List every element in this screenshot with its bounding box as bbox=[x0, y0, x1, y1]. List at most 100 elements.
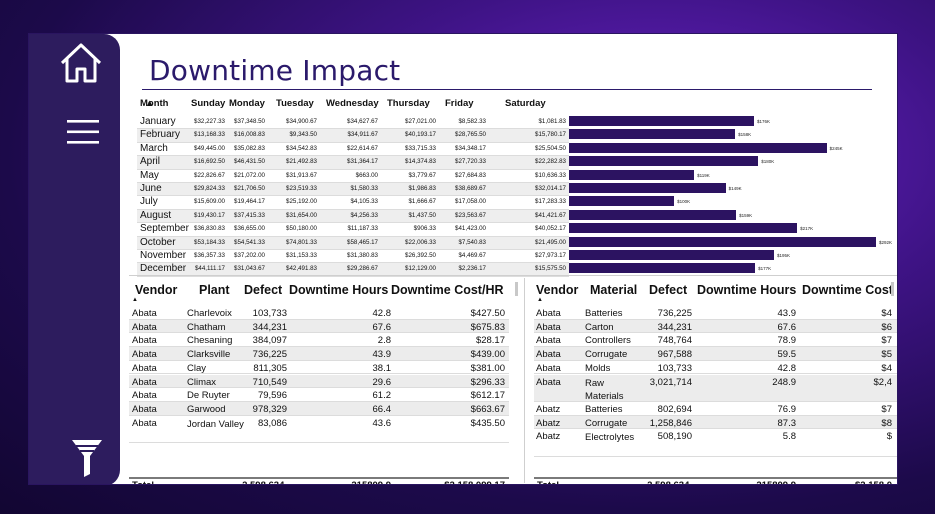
bar-february[interactable] bbox=[569, 129, 736, 140]
bar-september[interactable] bbox=[569, 223, 798, 234]
table-cell: Abatz bbox=[536, 403, 561, 415]
matrix-cell: $36,655.00 bbox=[234, 225, 265, 233]
matrix-cell: $32,227.33 bbox=[194, 118, 225, 125]
table-cell: Controllers bbox=[585, 335, 631, 347]
table-cell: $675.83 bbox=[470, 321, 505, 333]
matrix-cell: $19,430.17 bbox=[194, 211, 225, 219]
column-header-downtime-cost[interactable]: Downtime Cost bbox=[802, 283, 893, 297]
month-label[interactable]: May bbox=[140, 169, 159, 181]
matrix-cell: $13,168.33 bbox=[194, 131, 225, 139]
matrix-cell: $7,540.83 bbox=[458, 238, 486, 246]
column-header-saturday[interactable]: Saturday bbox=[505, 98, 546, 109]
table-cell: $5 bbox=[881, 349, 892, 361]
column-header-vendor[interactable]: Vendor bbox=[135, 283, 178, 297]
table-cell: Charlevoix bbox=[187, 308, 232, 319]
table-cell: $381.00 bbox=[470, 362, 505, 374]
table-cell: 811,305 bbox=[253, 362, 287, 374]
home-icon[interactable] bbox=[58, 41, 104, 85]
bar-march[interactable] bbox=[569, 142, 827, 153]
column-header-defect[interactable]: Defect bbox=[244, 283, 283, 297]
bar-august[interactable] bbox=[569, 209, 737, 220]
vertical-scrollbar[interactable] bbox=[515, 282, 518, 296]
column-header-downtime-cost-hr[interactable]: Downtime Cost/HR bbox=[391, 283, 504, 297]
tables-divider bbox=[524, 278, 525, 483]
month-label[interactable]: August bbox=[140, 209, 172, 221]
bar-january[interactable] bbox=[569, 116, 755, 126]
month-label[interactable]: July bbox=[140, 196, 158, 208]
column-header-material[interactable]: Material bbox=[590, 283, 638, 297]
table-cell: 1,258,846 bbox=[649, 417, 692, 429]
filter-icon[interactable] bbox=[71, 439, 103, 477]
table-cell: $427.50 bbox=[470, 308, 505, 319]
matrix-cell: $16,008.83 bbox=[234, 131, 265, 139]
matrix-cell: $2,236.17 bbox=[458, 265, 486, 273]
column-header-downtime-hours[interactable]: Downtime Hours bbox=[289, 283, 389, 297]
monthly-total-bars: $176K $158K $245K $180K $119K $149K $100K $159K… bbox=[569, 114, 897, 304]
bar-june[interactable] bbox=[569, 183, 726, 193]
bar-july[interactable] bbox=[569, 196, 675, 207]
matrix-row: October $53,184.33 $54,541.33 $74,801.33 $58… bbox=[137, 236, 569, 250]
month-label[interactable]: December bbox=[140, 263, 187, 275]
bar-december[interactable] bbox=[569, 263, 756, 274]
matrix-cell: $17,058.00 bbox=[455, 198, 486, 206]
month-label[interactable]: November bbox=[140, 249, 187, 261]
sidebar bbox=[29, 34, 120, 484]
total-label: Total bbox=[132, 480, 154, 484]
bar-april[interactable] bbox=[569, 156, 759, 167]
total-divider bbox=[534, 477, 897, 479]
matrix-cell: $36,357.33 bbox=[194, 251, 225, 259]
month-label[interactable]: September bbox=[140, 223, 189, 235]
column-header-plant[interactable]: Plant bbox=[199, 283, 230, 297]
sort-ascending-icon: ▲ bbox=[132, 297, 138, 303]
month-label[interactable]: October bbox=[140, 236, 176, 248]
month-label[interactable]: April bbox=[140, 156, 161, 168]
bar-october[interactable] bbox=[569, 236, 876, 247]
table-cell: $663.67 bbox=[470, 403, 505, 415]
matrix-cell: $50,180.00 bbox=[286, 225, 317, 233]
table-row: Abata Corrugate 967,588 59.5 $5 bbox=[534, 347, 897, 361]
month-label[interactable]: March bbox=[140, 142, 168, 154]
table-cell: Abata bbox=[132, 308, 157, 319]
bar-data-label: $177K bbox=[758, 266, 772, 272]
matrix-cell: $37,415.33 bbox=[234, 211, 265, 219]
table-cell: Molds bbox=[585, 362, 611, 374]
hamburger-menu-icon[interactable] bbox=[67, 119, 99, 145]
vertical-scrollbar[interactable] bbox=[891, 282, 894, 296]
column-header-month[interactable]: Month bbox=[140, 98, 169, 109]
table-cell: 59.5 bbox=[777, 349, 797, 361]
column-header-vendor[interactable]: Vendor bbox=[536, 283, 579, 297]
bar-november[interactable] bbox=[569, 250, 775, 260]
column-header-thursday[interactable]: Thursday bbox=[387, 98, 430, 109]
table-cell: Abata bbox=[536, 362, 561, 374]
matrix-cell: $27,720.33 bbox=[455, 158, 486, 166]
month-label[interactable]: February bbox=[140, 129, 181, 141]
column-header-defect[interactable]: Defect bbox=[649, 283, 688, 297]
table-row: Abata Raw Materials 3,021,714 248.9 $2,4 bbox=[534, 374, 897, 402]
table-row: Abata Jordan Valley 83,086 43.6 $435.50 bbox=[129, 416, 509, 443]
matrix-cell: $4,105.33 bbox=[350, 198, 378, 206]
column-header-monday[interactable]: Monday bbox=[229, 98, 265, 109]
matrix-cell: $40,193.17 bbox=[405, 131, 436, 139]
vendor-plant-table: Vendor Plant Defect Downtime Hours Downtime … bbox=[129, 283, 509, 484]
table-cell: 42.8 bbox=[372, 308, 392, 319]
table-cell: 83,086 bbox=[257, 417, 287, 429]
table-cell: $4 bbox=[881, 362, 892, 374]
column-header-friday[interactable]: Friday bbox=[445, 98, 474, 109]
matrix-cell: $21,495.00 bbox=[535, 238, 566, 246]
column-header-tuesday[interactable]: Tuesday bbox=[276, 98, 314, 109]
column-header-wednesday[interactable]: Wednesday bbox=[326, 98, 379, 109]
bar-may[interactable] bbox=[569, 169, 695, 180]
matrix-cell: $15,780.17 bbox=[535, 131, 566, 139]
table-cell: Abata bbox=[132, 390, 157, 402]
table-cell: 103,733 bbox=[657, 362, 692, 374]
matrix-cell: $33,715.33 bbox=[405, 144, 436, 152]
column-header-sunday[interactable]: Sunday bbox=[191, 98, 226, 109]
month-label[interactable]: January bbox=[140, 116, 176, 127]
table-cell: Abata bbox=[536, 335, 561, 347]
month-label[interactable]: June bbox=[140, 182, 162, 194]
table-cell: 344,231 bbox=[657, 321, 692, 333]
column-header-downtime-hours[interactable]: Downtime Hours bbox=[697, 283, 797, 297]
vendor-material-table: Vendor Material Defect Downtime Hours Downti… bbox=[534, 283, 897, 484]
matrix-cell: $31,364.17 bbox=[347, 158, 378, 166]
table-cell: 748,764 bbox=[657, 335, 692, 347]
